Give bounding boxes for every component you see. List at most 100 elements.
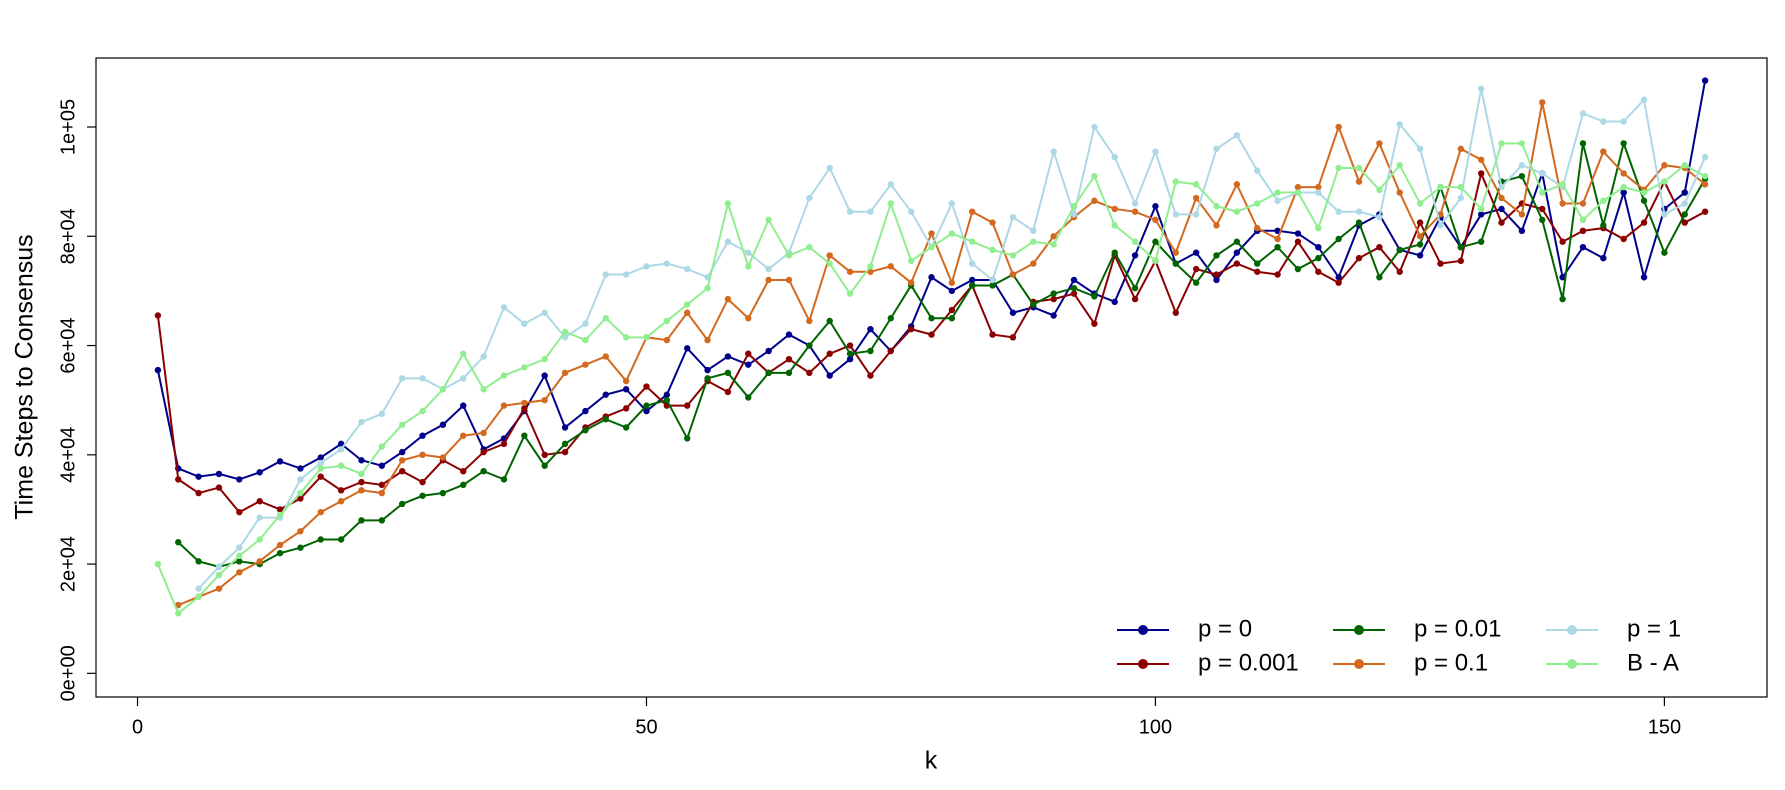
data-point [602,353,609,360]
data-point [969,282,976,289]
data-point [643,407,650,415]
data-point [948,306,956,314]
data-point [460,481,467,489]
data-point [887,200,894,207]
legend-swatch-point [1354,659,1364,669]
data-point [1498,140,1505,147]
data-point [419,407,426,415]
data-point [1539,216,1546,224]
data-point [663,317,671,325]
data-point [1172,178,1179,185]
data-point [1498,219,1505,226]
data-point [1213,222,1220,229]
data-point [1050,290,1057,297]
data-point [1559,200,1566,207]
data-point [989,331,996,338]
data-point [684,345,691,352]
legend-label: p = 0 [1198,615,1252,642]
data-point [826,260,833,267]
legend-swatch-point [1567,659,1577,669]
data-point [1050,312,1057,319]
data-point [989,276,996,284]
data-point [948,200,956,207]
data-point [1213,271,1220,278]
data-point [419,375,426,382]
data-point [1070,284,1078,292]
data-point [1396,162,1403,169]
data-point [887,181,894,188]
data-point [1376,213,1383,221]
data-point [480,448,487,456]
data-point [521,399,528,407]
data-point [1294,189,1302,196]
legend-label: p = 0.1 [1414,649,1488,676]
data-point [1539,99,1546,106]
data-point [215,484,223,491]
data-point [1335,164,1342,172]
data-point [1437,260,1444,267]
data-point [663,260,671,267]
data-point [236,476,243,483]
data-point [317,473,324,480]
data-point [215,563,223,571]
data-point [1111,298,1118,306]
data-point [1050,233,1057,240]
data-point [1131,238,1139,245]
data-point [1579,243,1587,251]
data-point [1152,257,1159,265]
data-point [684,309,691,316]
data-point [1315,224,1322,232]
data-point [785,369,793,377]
data-point [256,558,263,565]
data-point [439,386,447,393]
data-point [1681,200,1688,207]
data-point [297,528,304,535]
data-point [398,421,406,428]
data-point [1518,211,1526,218]
data-point [785,276,793,284]
data-point [337,440,345,448]
data-point [1355,208,1363,215]
data-point [1457,194,1465,202]
y-tick-label: 8e+04 [57,208,79,264]
data-point [1030,227,1037,235]
data-point [806,369,813,377]
data-point [1416,241,1424,248]
data-point [1620,170,1627,177]
data-point [317,459,324,467]
data-point [1192,279,1200,286]
data-point [398,375,406,382]
data-point [1355,254,1363,262]
data-point [1091,320,1098,327]
data-point [1477,238,1485,245]
data-point [419,492,426,499]
data-point [541,462,548,469]
data-point [175,476,182,483]
data-point [846,350,854,357]
data-point [276,549,284,557]
data-point [1335,274,1342,281]
data-point [561,328,569,336]
data-point [1213,203,1220,210]
data-point [846,342,854,349]
data-point [1579,200,1587,207]
data-point [256,536,263,543]
data-point [745,315,752,322]
data-point [398,457,406,464]
legend-swatch-point [1138,625,1148,635]
data-point [622,424,630,431]
data-point [643,402,650,409]
data-point [541,396,548,404]
data-point [1294,183,1302,191]
data-point [1070,211,1078,218]
data-point [500,372,508,379]
legend-label: B - A [1627,649,1679,676]
data-point [460,467,467,475]
data-point [297,495,304,502]
data-point [195,558,202,565]
data-point [1559,238,1566,245]
data-point [1559,181,1566,188]
data-point [826,164,833,172]
